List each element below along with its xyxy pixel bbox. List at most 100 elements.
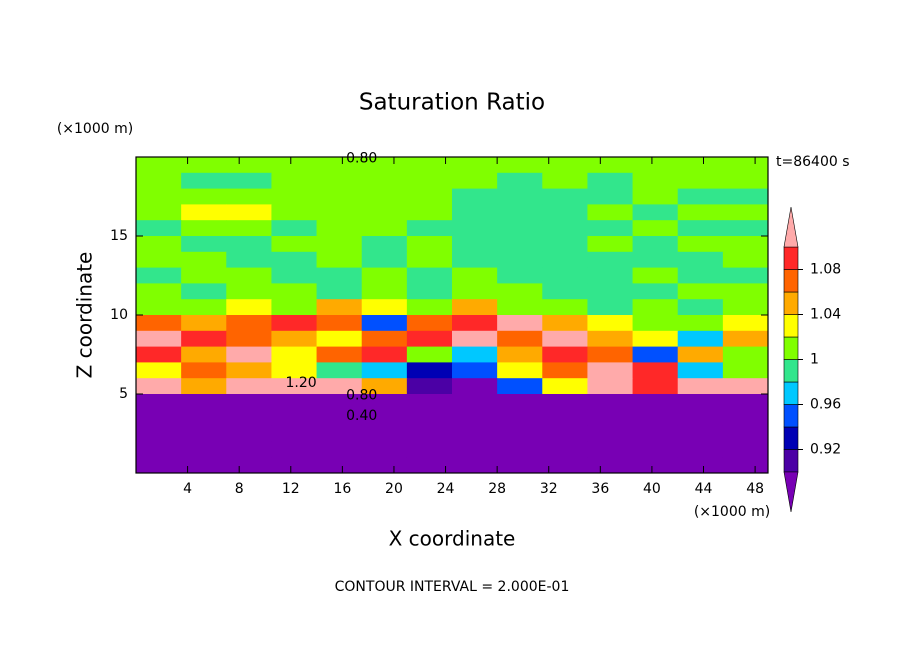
field-cell [181, 330, 227, 348]
field-cell [226, 188, 272, 205]
field-cell [406, 315, 453, 332]
field-cell [587, 283, 634, 300]
field-cell [632, 251, 679, 269]
field-cell [542, 441, 588, 458]
x-tick-label: 36 [591, 481, 609, 497]
colorbar-high [783, 206, 799, 248]
field-cell [497, 267, 543, 284]
colorbar-box [783, 269, 799, 293]
field-cell [136, 425, 182, 442]
field-cell [136, 441, 182, 458]
field-cell [316, 299, 363, 316]
field-cell [497, 315, 543, 332]
field-cell [226, 267, 272, 284]
field-cell [406, 299, 453, 316]
field-cell [632, 299, 679, 316]
field-cell [452, 315, 498, 332]
colorbar-box [783, 314, 799, 338]
field-cell [361, 330, 408, 348]
field-cell [497, 394, 543, 411]
field-cell [226, 299, 272, 316]
field-cell [226, 236, 272, 253]
field-cell [271, 394, 318, 411]
field-cell [587, 299, 634, 316]
field-cell [361, 188, 408, 205]
field-cell [271, 251, 318, 269]
field-cell [587, 362, 634, 379]
field-cell [361, 251, 408, 269]
field-cell [632, 267, 679, 284]
field-cell [452, 251, 498, 269]
field-cell [406, 441, 453, 458]
field-cell [632, 204, 679, 221]
field-cell [677, 409, 724, 427]
field-cell [406, 188, 453, 205]
field-cell [452, 220, 498, 237]
field-cell [136, 346, 182, 363]
contour-label: 0.40 [346, 408, 377, 424]
field-cell [587, 315, 634, 332]
field-cell [497, 283, 543, 300]
field-cell [542, 204, 588, 221]
field-cell [497, 346, 543, 363]
field-cell [452, 204, 498, 221]
field-cell [587, 441, 634, 458]
field-cell [406, 362, 453, 379]
x-tick-label: 24 [437, 481, 455, 497]
field-cell [181, 283, 227, 300]
field-cell [677, 315, 724, 332]
field-cell [316, 267, 363, 284]
footer: CONTOUR INTERVAL = 2.000E-01 [335, 579, 570, 595]
field-cell [722, 378, 769, 395]
field-cell [361, 157, 408, 174]
field-cell [316, 425, 363, 442]
field-cell [361, 236, 408, 253]
field-cell [587, 251, 634, 269]
field-cell [226, 441, 272, 458]
field-cell [452, 283, 498, 300]
field-cell [181, 362, 227, 379]
field-cell [497, 220, 543, 237]
field-cell [316, 457, 363, 474]
field-cell [452, 378, 498, 395]
field-cell [271, 299, 318, 316]
x-tick-label: 40 [643, 481, 661, 497]
field-cell [677, 362, 724, 379]
field-cell [361, 299, 408, 316]
field-cell [136, 283, 182, 300]
field-cell [497, 236, 543, 253]
field-cell [361, 346, 408, 363]
field-cell [406, 330, 453, 348]
colorbar-tick-label: 0.92 [810, 442, 841, 458]
field-cell [361, 362, 408, 379]
field-cell [226, 283, 272, 300]
colorbar-box [783, 449, 799, 473]
field-cell [361, 457, 408, 474]
field-cell [136, 299, 182, 316]
colorbar-box [783, 426, 799, 450]
field-cell [542, 362, 588, 379]
field-cell [181, 315, 227, 332]
field-cell [677, 378, 724, 395]
field-cell [181, 251, 227, 269]
colorbar-box [783, 336, 799, 360]
field-cell [361, 394, 408, 411]
field-cell [542, 457, 588, 474]
field-cell [587, 267, 634, 284]
field-cell [226, 315, 272, 332]
field-cell [226, 172, 272, 190]
field-cell [677, 236, 724, 253]
field-cell [587, 172, 634, 190]
field-cell [406, 283, 453, 300]
field-cell [452, 267, 498, 284]
field-cell [632, 346, 679, 363]
field-cell [452, 188, 498, 205]
colorbar-box [783, 246, 799, 270]
field-cell [677, 283, 724, 300]
field-cell [181, 409, 227, 427]
field-cell [452, 394, 498, 411]
x-tick-label: 4 [183, 481, 192, 497]
field-cell [136, 267, 182, 284]
field-cell [542, 425, 588, 442]
field-cell [677, 220, 724, 237]
